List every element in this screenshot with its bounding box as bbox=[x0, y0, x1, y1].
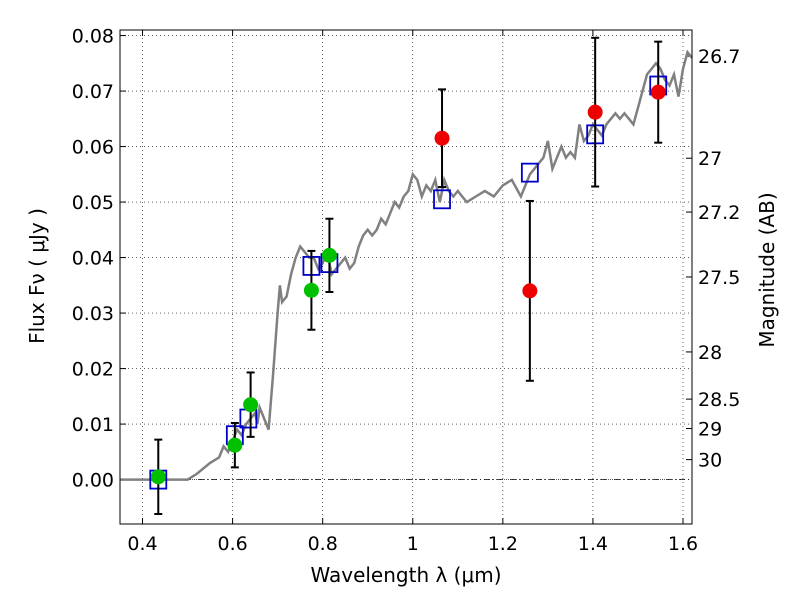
model-sed-line bbox=[120, 49, 693, 481]
observed-photometry bbox=[150, 36, 666, 516]
y-tick-label: 0.03 bbox=[72, 303, 114, 325]
x-tick-label: 1 bbox=[407, 533, 419, 555]
x-axis-label: Wavelength λ (μm) bbox=[310, 563, 501, 587]
data-point bbox=[650, 84, 666, 100]
y-tick-label: 0.07 bbox=[72, 81, 114, 103]
y-tick-label: 0.01 bbox=[72, 414, 114, 436]
right-tick-label: 27.2 bbox=[698, 202, 740, 224]
data-point bbox=[321, 247, 337, 263]
right-tick-label: 30 bbox=[698, 450, 722, 472]
model-box bbox=[433, 189, 451, 210]
x-tick-label: 1.4 bbox=[578, 533, 608, 555]
right-tick-label: 27 bbox=[698, 148, 722, 170]
y-axis-label: Flux Fν ( μJy ) bbox=[25, 208, 49, 344]
right-tick-label: 28.5 bbox=[698, 389, 740, 411]
right-tick-label: 28 bbox=[698, 342, 722, 364]
data-point bbox=[434, 130, 450, 146]
x-axis: 0.4 0.6 0.8 1 1.2 1.4 1.6 bbox=[127, 30, 698, 555]
y-axis-right-label: Magnitude (AB) bbox=[755, 192, 779, 347]
y-tick-label: 0.08 bbox=[72, 26, 114, 48]
model-box bbox=[520, 162, 539, 183]
data-point bbox=[522, 283, 538, 299]
x-tick-label: 0.4 bbox=[127, 533, 157, 555]
right-tick-label: 27.5 bbox=[698, 267, 740, 289]
y-tick-label: 0.06 bbox=[72, 137, 114, 159]
plot-frame bbox=[119, 29, 693, 525]
x-tick-label: 1.2 bbox=[488, 533, 518, 555]
x-tick-label: 0.8 bbox=[308, 533, 338, 555]
y-tick-label: 0.04 bbox=[72, 248, 114, 270]
model-photometry-boxes bbox=[149, 75, 668, 490]
x-tick-label: 1.6 bbox=[668, 533, 698, 555]
y-axis-right: 26.7 27 27.2 27.5 28 28.5 29 30 bbox=[686, 46, 740, 472]
y-tick-label: 0.00 bbox=[72, 470, 114, 492]
y-axis-left: 0.00 0.01 0.02 0.03 0.04 0.05 0.06 0.07 0.08 bbox=[72, 26, 126, 492]
y-tick-label: 0.05 bbox=[72, 192, 114, 214]
y-tick-label: 0.02 bbox=[72, 359, 114, 381]
x-tick-label: 0.6 bbox=[217, 533, 247, 555]
data-point bbox=[587, 104, 603, 120]
right-tick-label: 29 bbox=[698, 419, 722, 441]
grid bbox=[120, 30, 692, 524]
data-point bbox=[303, 282, 319, 298]
data-point bbox=[227, 437, 243, 453]
data-point bbox=[243, 397, 259, 413]
right-tick-label: 26.7 bbox=[698, 46, 740, 68]
data-point bbox=[150, 469, 166, 485]
model-box bbox=[239, 408, 258, 429]
